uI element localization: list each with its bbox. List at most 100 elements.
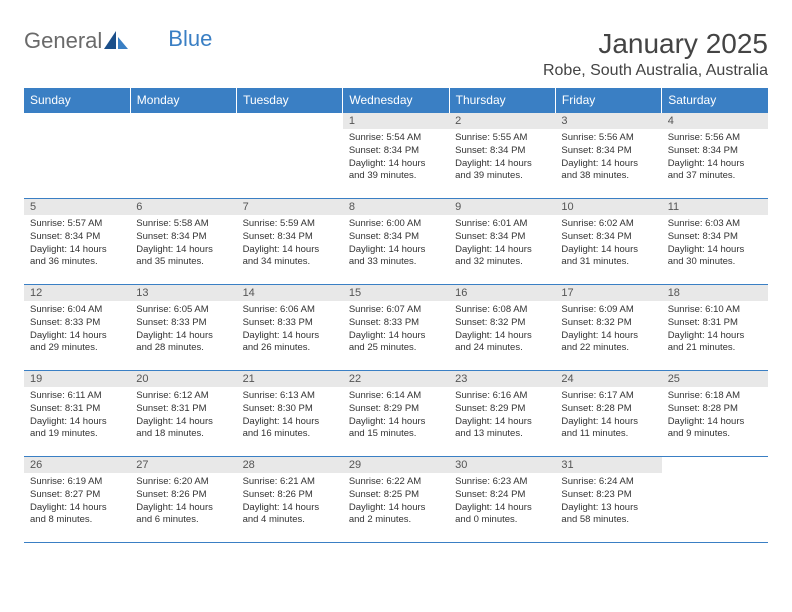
calendar-week-row: 19Sunrise: 6:11 AMSunset: 8:31 PMDayligh… [24,371,768,457]
day-details: Sunrise: 6:02 AMSunset: 8:34 PMDaylight:… [555,215,661,273]
col-thursday: Thursday [449,88,555,113]
col-tuesday: Tuesday [237,88,343,113]
day-detail-line: Daylight: 14 hours and 34 minutes. [243,244,337,270]
logo-sail-icon [104,31,130,51]
day-detail-line: Sunset: 8:24 PM [455,489,549,502]
day-number: 30 [449,457,555,473]
day-number: 26 [24,457,130,473]
calendar-day-cell: 30Sunrise: 6:23 AMSunset: 8:24 PMDayligh… [449,457,555,543]
day-detail-line: Sunset: 8:30 PM [243,403,337,416]
day-detail-line: Daylight: 14 hours and 15 minutes. [349,416,443,442]
day-number: 25 [662,371,768,387]
day-detail-line: Sunrise: 6:22 AM [349,476,443,489]
day-detail-line: Daylight: 14 hours and 22 minutes. [561,330,655,356]
day-detail-line: Daylight: 14 hours and 11 minutes. [561,416,655,442]
day-detail-line: Sunset: 8:34 PM [668,145,762,158]
day-detail-line: Daylight: 14 hours and 38 minutes. [561,158,655,184]
calendar-day-cell [662,457,768,543]
day-details: Sunrise: 6:16 AMSunset: 8:29 PMDaylight:… [449,387,555,445]
day-detail-line: Sunrise: 5:57 AM [30,218,124,231]
day-details: Sunrise: 6:10 AMSunset: 8:31 PMDaylight:… [662,301,768,359]
day-detail-line: Sunset: 8:34 PM [349,145,443,158]
day-detail-line: Sunrise: 6:19 AM [30,476,124,489]
calendar-day-cell: 28Sunrise: 6:21 AMSunset: 8:26 PMDayligh… [237,457,343,543]
col-monday: Monday [130,88,236,113]
day-detail-line: Sunrise: 5:55 AM [455,132,549,145]
calendar-day-cell [24,113,130,199]
day-details: Sunrise: 5:56 AMSunset: 8:34 PMDaylight:… [555,129,661,187]
day-details: Sunrise: 6:18 AMSunset: 8:28 PMDaylight:… [662,387,768,445]
day-details: Sunrise: 5:55 AMSunset: 8:34 PMDaylight:… [449,129,555,187]
day-detail-line: Daylight: 14 hours and 39 minutes. [455,158,549,184]
day-detail-line: Sunset: 8:33 PM [349,317,443,330]
calendar-day-cell: 13Sunrise: 6:05 AMSunset: 8:33 PMDayligh… [130,285,236,371]
day-number: 6 [130,199,236,215]
day-detail-line: Sunrise: 6:03 AM [668,218,762,231]
day-number: 18 [662,285,768,301]
day-detail-line: Sunrise: 6:04 AM [30,304,124,317]
day-detail-line: Sunset: 8:27 PM [30,489,124,502]
day-details: Sunrise: 6:21 AMSunset: 8:26 PMDaylight:… [237,473,343,531]
day-number: 28 [237,457,343,473]
calendar-day-cell: 20Sunrise: 6:12 AMSunset: 8:31 PMDayligh… [130,371,236,457]
day-details: Sunrise: 6:07 AMSunset: 8:33 PMDaylight:… [343,301,449,359]
calendar-day-cell: 11Sunrise: 6:03 AMSunset: 8:34 PMDayligh… [662,199,768,285]
calendar-day-cell: 10Sunrise: 6:02 AMSunset: 8:34 PMDayligh… [555,199,661,285]
weekday-header-row: Sunday Monday Tuesday Wednesday Thursday… [24,88,768,113]
day-detail-line: Sunrise: 6:18 AM [668,390,762,403]
day-details: Sunrise: 6:11 AMSunset: 8:31 PMDaylight:… [24,387,130,445]
day-number: 19 [24,371,130,387]
calendar-day-cell: 26 Sunrise: 6:19 AMSunset: 8:27 PMDayligh… [24,457,130,543]
calendar-day-cell: 31Sunrise: 6:24 AMSunset: 8:23 PMDayligh… [555,457,661,543]
day-detail-line: Sunrise: 6:17 AM [561,390,655,403]
calendar-day-cell: 29Sunrise: 6:22 AMSunset: 8:25 PMDayligh… [343,457,449,543]
day-number: 16 [449,285,555,301]
logo-text-blue: Blue [168,26,212,52]
day-detail-line: Daylight: 14 hours and 6 minutes. [136,502,230,528]
day-detail-line: Sunset: 8:28 PM [561,403,655,416]
day-details: Sunrise: 6:22 AMSunset: 8:25 PMDaylight:… [343,473,449,531]
day-detail-line: Daylight: 14 hours and 31 minutes. [561,244,655,270]
day-detail-line: Daylight: 14 hours and 37 minutes. [668,158,762,184]
calendar-table: Sunday Monday Tuesday Wednesday Thursday… [24,88,768,543]
calendar-day-cell: 4Sunrise: 5:56 AMSunset: 8:34 PMDaylight… [662,113,768,199]
day-detail-line: Sunset: 8:28 PM [668,403,762,416]
day-detail-line: Daylight: 14 hours and 8 minutes. [30,502,124,528]
day-detail-line: Sunset: 8:34 PM [561,231,655,244]
day-detail-line: Daylight: 14 hours and 39 minutes. [349,158,443,184]
day-detail-line: Sunset: 8:34 PM [668,231,762,244]
day-detail-line: Sunrise: 6:09 AM [561,304,655,317]
day-number: 29 [343,457,449,473]
day-detail-line: Sunrise: 6:24 AM [561,476,655,489]
day-number [237,113,343,117]
day-detail-line: Daylight: 14 hours and 19 minutes. [30,416,124,442]
day-detail-line: Sunrise: 6:07 AM [349,304,443,317]
day-detail-line: Sunset: 8:34 PM [455,145,549,158]
day-number: 24 [555,371,661,387]
day-details: Sunrise: 6:09 AMSunset: 8:32 PMDaylight:… [555,301,661,359]
day-detail-line: Daylight: 14 hours and 29 minutes. [30,330,124,356]
calendar-day-cell: 6Sunrise: 5:58 AMSunset: 8:34 PMDaylight… [130,199,236,285]
day-number: 20 [130,371,236,387]
day-detail-line: Sunset: 8:26 PM [136,489,230,502]
calendar-day-cell: 21Sunrise: 6:13 AMSunset: 8:30 PMDayligh… [237,371,343,457]
day-detail-line: Daylight: 14 hours and 26 minutes. [243,330,337,356]
calendar-day-cell: 27Sunrise: 6:20 AMSunset: 8:26 PMDayligh… [130,457,236,543]
day-detail-line: Sunrise: 6:08 AM [455,304,549,317]
col-wednesday: Wednesday [343,88,449,113]
day-detail-line: Daylight: 14 hours and 4 minutes. [243,502,337,528]
calendar-day-cell [130,113,236,199]
day-detail-line: Sunrise: 6:11 AM [30,390,124,403]
day-details: Sunrise: 6:06 AMSunset: 8:33 PMDaylight:… [237,301,343,359]
day-detail-line: Daylight: 14 hours and 21 minutes. [668,330,762,356]
day-detail-line: Sunset: 8:32 PM [561,317,655,330]
day-detail-line: Daylight: 14 hours and 16 minutes. [243,416,337,442]
day-detail-line: Sunset: 8:29 PM [349,403,443,416]
calendar-day-cell: 24 Sunrise: 6:17 AMSunset: 8:28 PMDayligh… [555,371,661,457]
day-details: Sunrise: 6:08 AMSunset: 8:32 PMDaylight:… [449,301,555,359]
day-details: Sunrise: 6:24 AMSunset: 8:23 PMDaylight:… [555,473,661,531]
day-detail-line: Sunset: 8:31 PM [30,403,124,416]
day-number [24,113,130,117]
day-detail-line: Daylight: 14 hours and 24 minutes. [455,330,549,356]
title-block: January 2025 Robe, South Australia, Aust… [543,28,768,80]
